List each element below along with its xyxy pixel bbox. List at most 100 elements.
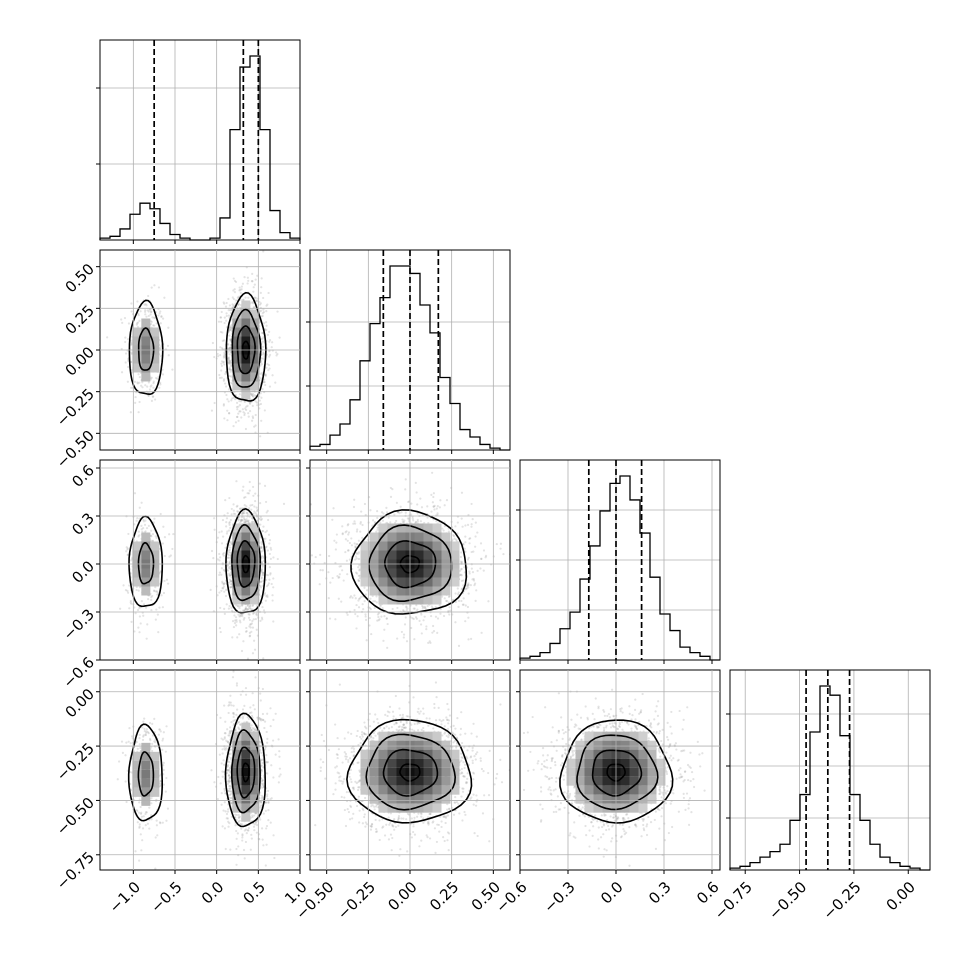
sample-point — [259, 580, 263, 583]
density-cell — [141, 327, 151, 337]
density-cell — [250, 354, 260, 364]
sample-point — [246, 608, 249, 611]
sample-point — [468, 570, 471, 573]
sample-point — [452, 534, 455, 537]
sample-point — [259, 392, 262, 395]
sample-point — [230, 368, 233, 372]
sample-point — [265, 324, 268, 327]
sample-point — [161, 373, 165, 376]
sample-point — [264, 599, 267, 602]
sample-point — [368, 606, 371, 610]
sample-point — [140, 600, 143, 603]
density-cell — [141, 372, 151, 382]
sample-point — [337, 576, 340, 579]
sample-point — [248, 625, 251, 628]
sample-point — [218, 376, 222, 379]
sample-point — [224, 372, 227, 375]
sample-point — [243, 521, 246, 524]
sample-point — [246, 282, 249, 285]
sample-point — [251, 394, 254, 398]
sample-point — [219, 346, 222, 349]
sample-point — [261, 314, 264, 318]
density-cell — [250, 568, 260, 578]
sample-point — [447, 530, 451, 533]
density-cell — [250, 595, 260, 605]
sample-point — [222, 403, 225, 406]
sample-point — [222, 339, 226, 342]
sample-point — [474, 535, 477, 538]
sample-point — [225, 525, 228, 528]
sample-point — [265, 578, 268, 582]
sample-point — [226, 398, 229, 401]
sample-point — [138, 607, 141, 610]
sample-point — [161, 317, 165, 320]
sample-point — [225, 319, 228, 322]
sample-point — [241, 615, 244, 618]
sample-point — [348, 541, 351, 545]
sample-point — [251, 415, 254, 418]
sample-point — [260, 277, 263, 280]
sample-point — [402, 633, 406, 636]
sample-point — [226, 409, 229, 412]
sample-point — [255, 300, 258, 303]
sample-point — [449, 609, 452, 612]
sample-point — [467, 592, 470, 595]
sample-point — [133, 380, 137, 383]
sample-point — [445, 599, 448, 602]
sample-point — [250, 393, 254, 397]
sample-point — [153, 324, 156, 327]
sample-point — [141, 386, 144, 389]
sample-point — [461, 603, 464, 606]
sample-point — [237, 295, 240, 298]
sample-point — [249, 607, 252, 610]
sample-point — [268, 330, 271, 333]
sample-point — [237, 510, 240, 513]
sample-point — [229, 351, 233, 354]
density-cell — [141, 336, 151, 346]
sample-point — [252, 520, 255, 524]
sample-point — [158, 312, 161, 315]
sample-point — [259, 523, 262, 526]
sample-point — [247, 492, 251, 495]
sample-point — [260, 567, 264, 571]
sample-point — [161, 606, 164, 609]
sample-point — [249, 392, 253, 395]
sample-point — [222, 554, 225, 557]
sample-point — [119, 607, 122, 610]
sample-point — [248, 401, 251, 404]
sample-point — [106, 336, 109, 339]
sample-point — [127, 338, 130, 341]
sample-point — [250, 630, 253, 633]
sample-point — [463, 547, 466, 550]
sample-point — [346, 573, 349, 576]
sample-point — [233, 279, 237, 282]
sample-point — [383, 628, 386, 631]
sample-point — [261, 340, 264, 343]
sample-point — [162, 525, 165, 528]
sample-point — [255, 628, 258, 631]
sample-point — [262, 609, 266, 612]
sample-point — [487, 600, 490, 603]
sample-point — [129, 601, 132, 604]
sample-point — [239, 615, 242, 618]
sample-point — [146, 385, 149, 388]
sample-point — [150, 596, 153, 599]
sample-point — [233, 614, 236, 617]
sample-point — [149, 313, 152, 316]
sample-point — [260, 419, 263, 422]
sample-point — [128, 584, 131, 587]
sample-point — [467, 582, 470, 585]
sample-point — [460, 567, 463, 570]
sample-point — [259, 435, 262, 438]
sample-point — [252, 290, 255, 293]
sample-point — [227, 368, 231, 371]
sample-point — [129, 411, 132, 414]
sample-point — [244, 296, 247, 299]
sample-point — [255, 401, 259, 404]
sample-point — [363, 586, 366, 589]
sample-point — [394, 521, 397, 524]
sample-point — [267, 582, 271, 585]
sample-point — [238, 404, 242, 407]
sample-point — [243, 608, 246, 611]
density-cell — [241, 390, 251, 400]
